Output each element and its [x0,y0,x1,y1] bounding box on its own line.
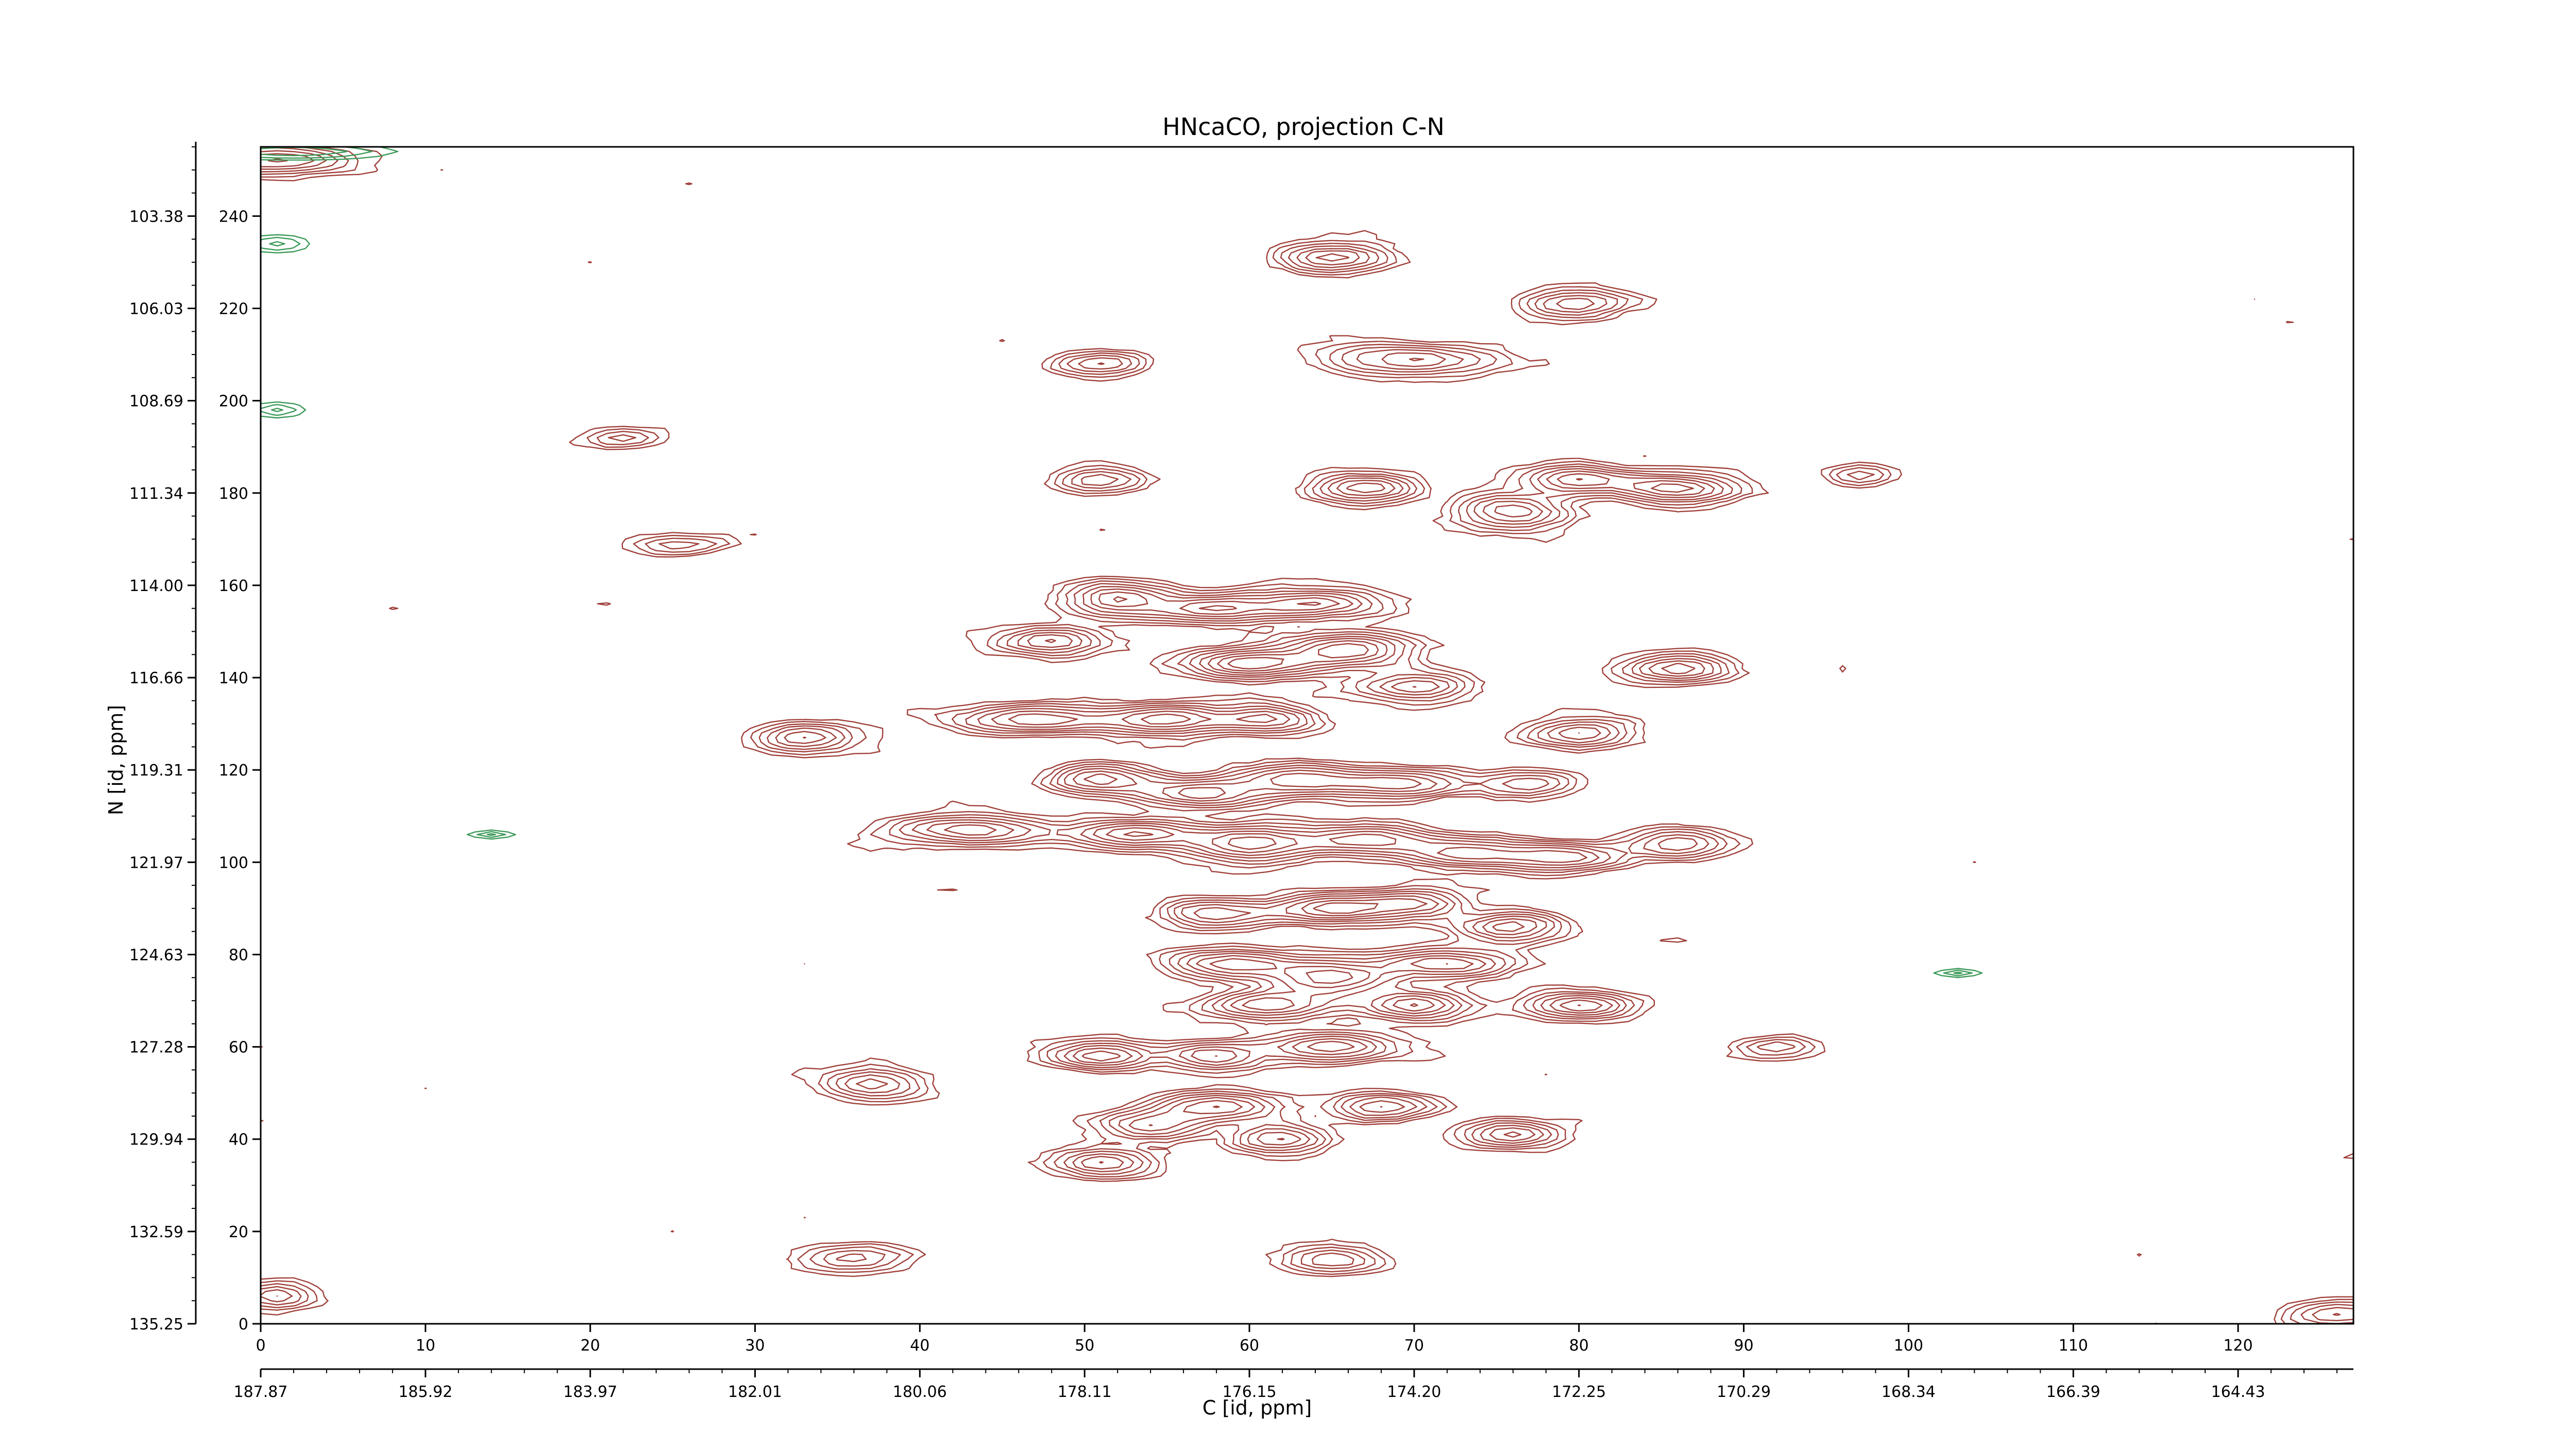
x-ppm-tick-label: 187.87 [234,1383,288,1401]
y-ppm-tick-label: 108.69 [129,393,183,411]
y-tick-label: 220 [219,300,248,318]
y-tick-label: 180 [219,485,248,503]
x-tick-label: 90 [1734,1337,1753,1355]
y-tick-label: 120 [219,762,248,780]
x-ppm-tick-label: 164.43 [2211,1383,2265,1401]
x-tick-label: 60 [1240,1337,1259,1355]
x-ppm-tick-label: 174.20 [1387,1383,1441,1401]
x-tick-label: 0 [256,1337,265,1355]
y-ppm-tick-label: 135.25 [129,1316,183,1334]
x-tick-label: 10 [416,1337,435,1355]
y-tick-label: 80 [229,946,248,964]
y-tick-label: 40 [229,1131,248,1149]
x-axis-title: C [id, ppm] [1202,1396,1312,1419]
positive-contour-level-6 [261,153,2341,1316]
x-ppm-tick-label: 176.15 [1223,1383,1277,1401]
x-tick-label: 80 [1569,1337,1589,1355]
y-tick-label: 140 [219,669,248,687]
y-tick-label: 200 [219,393,248,411]
y-tick-label: 160 [219,577,248,595]
y-ppm-tick-label: 129.94 [129,1131,183,1149]
x-ppm-tick-label: 178.11 [1058,1383,1112,1401]
contour-layer [261,147,2353,1324]
y-ppm-tick-label: 114.00 [129,577,183,595]
y-ppm-tick-label: 132.59 [129,1223,183,1241]
negative-contour-level-3 [261,147,1963,975]
x-tick-label: 20 [581,1337,600,1355]
x-ppm-tick-label: 185.92 [398,1383,452,1401]
x-tick-label: 70 [1404,1337,1424,1355]
y-axis-title: N [id, ppm] [105,705,127,815]
x-tick-label: 100 [1894,1337,1923,1355]
x-tick-label: 40 [910,1337,929,1355]
y-ppm-tick-label: 124.63 [129,946,183,964]
y-ppm-tick-label: 119.31 [129,762,183,780]
x-ppm-tick-label: 166.39 [2046,1383,2100,1401]
axes-layer: 0 187.87 10 185.92 20 183.97 30 182.01 40 180.06 5… [129,142,2353,1401]
x-ppm-tick-label: 170.29 [1717,1383,1771,1401]
y-tick-label: 20 [229,1223,248,1241]
positive-contour-level-3 [261,147,2353,1324]
y-tick-label: 100 [219,854,248,872]
y-ppm-tick-label: 127.28 [129,1039,183,1057]
y-tick-label: 240 [219,208,248,226]
negative-contour-level-1 [261,147,1983,979]
plot-frame [260,146,2354,1325]
positive-contour-level-2 [261,147,2353,1324]
x-ppm-tick-label: 183.97 [563,1383,617,1401]
positive-contour-level-7 [267,158,1705,1164]
x-ppm-tick-label: 182.01 [728,1383,782,1401]
x-tick-label: 50 [1075,1337,1094,1355]
x-ppm-tick-label: 168.34 [1882,1383,1936,1401]
y-ppm-tick-label: 121.97 [129,854,183,872]
x-ppm-tick-label: 180.06 [893,1383,947,1401]
negative-contour-level-2 [261,147,1973,976]
y-tick-label: 0 [239,1316,248,1334]
positive-contour-level-1 [261,147,2353,1324]
x-tick-label: 110 [2059,1337,2088,1355]
chart-title: HNcaCO, projection C-N [1162,113,1445,141]
y-ppm-tick-label: 106.03 [129,300,183,318]
y-ppm-tick-label: 116.66 [129,669,183,687]
x-ppm-tick-label: 172.25 [1552,1383,1606,1401]
y-ppm-tick-label: 103.38 [129,208,183,226]
positive-contour-level-8 [1113,478,1694,1108]
positive-contour-level-5 [261,150,2353,1321]
y-ppm-tick-label: 111.34 [129,485,183,503]
x-tick-label: 30 [745,1337,765,1355]
positive-contour-level-4 [261,147,2353,1324]
y-tick-label: 60 [229,1039,248,1057]
x-tick-label: 120 [2223,1337,2252,1355]
